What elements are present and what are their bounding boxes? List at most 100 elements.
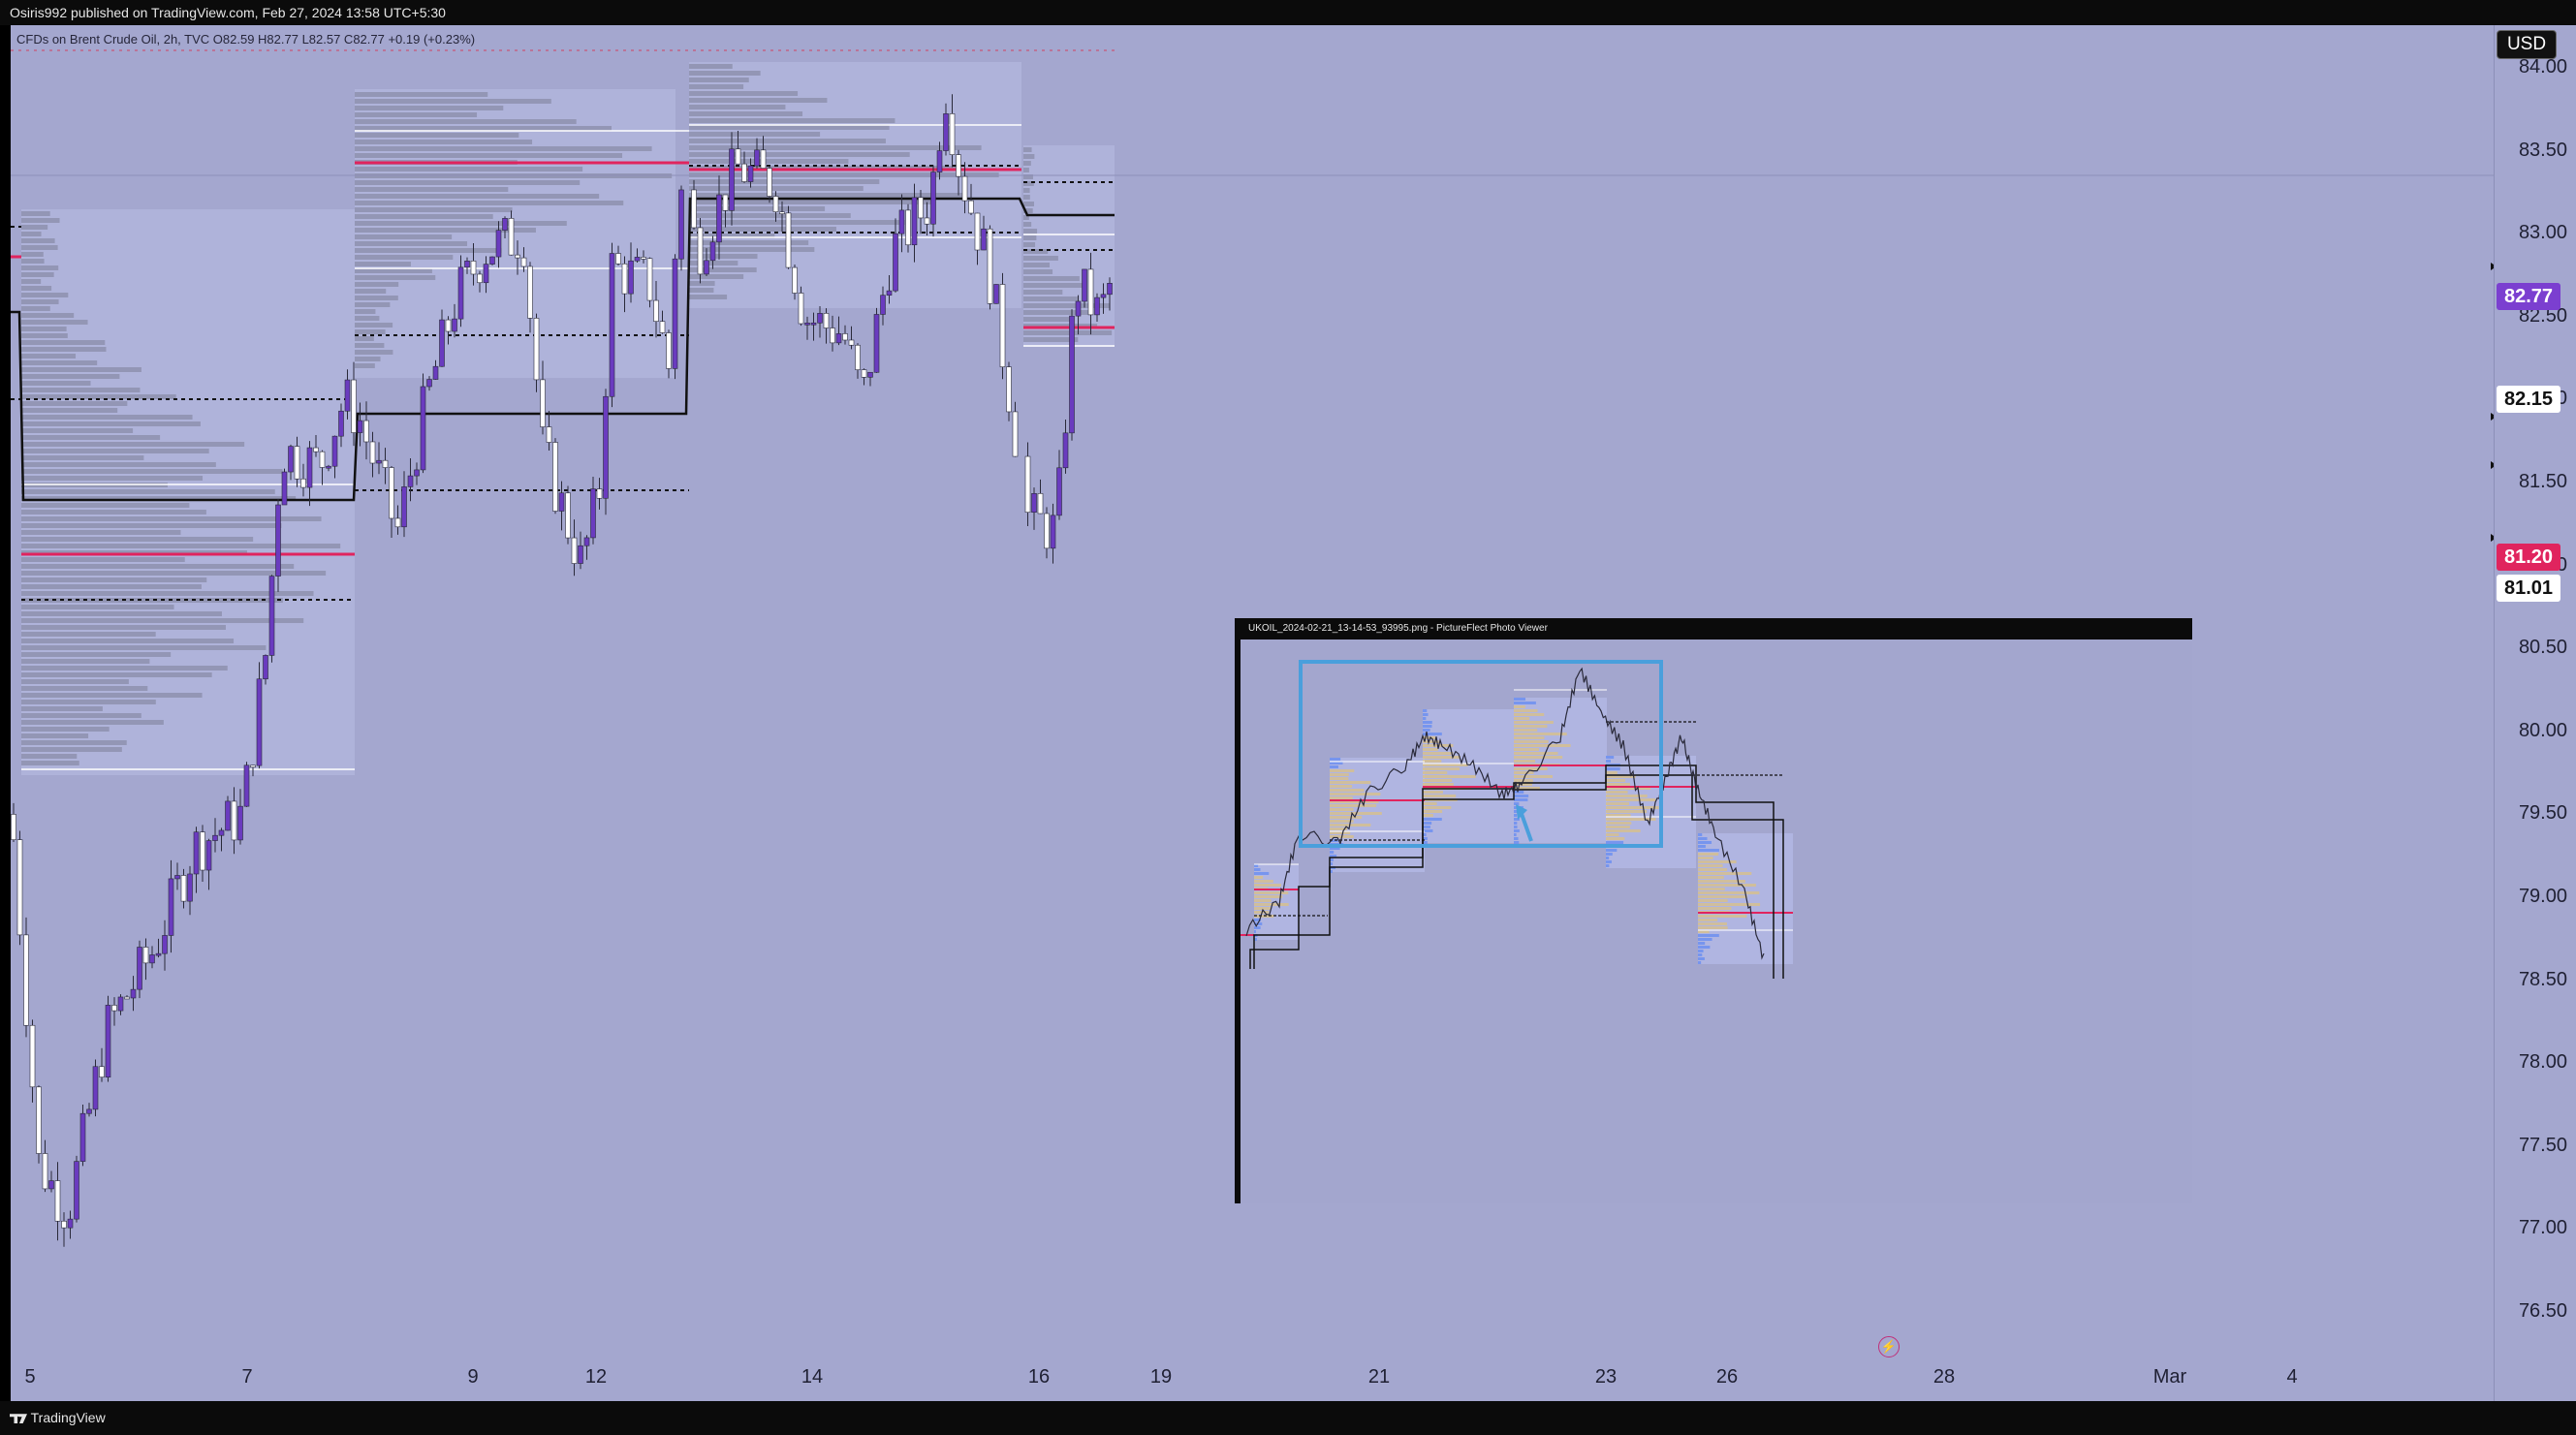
volume-profile-bar (21, 360, 98, 365)
bull-candle (414, 469, 420, 477)
viewer-price-path (1245, 667, 1765, 960)
viewer-profile-bar (1606, 760, 1611, 763)
volume-profile-bar (21, 652, 172, 657)
bear-candle (1006, 366, 1012, 413)
volume-profile-bar (21, 632, 156, 637)
bull-candle (489, 256, 495, 265)
bull-candle (817, 313, 823, 324)
viewer-profile-bar (1423, 760, 1442, 763)
photo-viewer-window[interactable]: UKOIL_2024-02-21_13-14-53_93995.png - Pi… (1235, 618, 2192, 1203)
viewer-profile-bar (1514, 702, 1536, 704)
viewer-profile-bar (1514, 760, 1536, 763)
time-label: 16 (1027, 1366, 1051, 1388)
volume-profile-bar (355, 282, 399, 287)
viewer-profile-bar (1514, 752, 1558, 755)
price-axis[interactable]: 84.0083.5083.0082.5082.0081.5081.0080.50… (2494, 25, 2576, 1401)
bull-candle (225, 800, 231, 831)
viewer-profile-bar (1698, 864, 1723, 867)
volume-profile-bar (355, 119, 577, 124)
viewer-profile-bar (1330, 855, 1337, 858)
volume-profile-bar (21, 320, 88, 325)
volume-profile-bar (21, 327, 67, 331)
volume-profile-bar (355, 316, 380, 321)
viewer-profile-bar (1514, 783, 1532, 786)
volume-profile-bar (355, 146, 652, 151)
bull-candle (79, 1112, 86, 1162)
volume-profile-bar (1023, 168, 1029, 172)
viewer-profile-bar (1606, 775, 1636, 778)
viewer-profile-bar (1423, 756, 1461, 759)
viewer-profile-bar (1254, 919, 1261, 921)
volume-profile-bar (1023, 242, 1036, 247)
volume-profile-bar (21, 564, 295, 569)
viewer-profile-bar (1330, 862, 1334, 865)
bull-candle (678, 189, 684, 260)
price-tick: 79.50 (2518, 802, 2567, 825)
volume-profile-bar (21, 659, 150, 664)
currency-button[interactable]: USD (2497, 30, 2557, 59)
bear-candle (735, 148, 741, 165)
bear-candle (646, 258, 653, 301)
bull-candle (716, 194, 722, 243)
time-label: 28 (1932, 1366, 1956, 1388)
volume-profile-bar (355, 363, 375, 368)
viewer-profile-bar (1330, 785, 1353, 788)
price-tick: 77.00 (2518, 1217, 2567, 1239)
bull-candle (420, 386, 426, 471)
volume-profile-bar (689, 64, 733, 69)
viewer-profile-bar (1698, 872, 1752, 875)
bull-candle (930, 172, 936, 225)
viewer-profile-bar (1330, 812, 1382, 815)
bear-candle (956, 154, 961, 177)
viewer-profile-bar (1423, 771, 1448, 774)
viewer-arrow-head-icon (1516, 804, 1527, 820)
bear-candle (653, 299, 659, 322)
bear-candle (142, 947, 149, 964)
volume-profile-bar (1023, 202, 1034, 206)
viewer-profile-bar (1423, 764, 1468, 766)
volume-profile-bar (21, 238, 55, 243)
volume-profile-bar (21, 408, 118, 413)
lightning-icon[interactable]: ⚡ (1878, 1336, 1900, 1357)
bull-candle (634, 257, 641, 262)
price-tick: 83.50 (2518, 139, 2567, 161)
viewer-profile-bar (1254, 926, 1261, 929)
viewer-profile-bar (1698, 907, 1732, 910)
price-chart[interactable] (11, 25, 2494, 1401)
price-tick: 80.00 (2518, 719, 2567, 741)
volume-profile-bar (355, 262, 411, 266)
viewer-profile-bar (1606, 779, 1626, 782)
viewer-profile-bar (1606, 791, 1628, 794)
volume-profile-bar (21, 523, 282, 528)
volume-profile-bar (1023, 310, 1092, 315)
time-axis[interactable]: 5 7 9 12 14 16 19 21 23 26 28 Mar 4 (11, 1362, 2494, 1401)
viewer-profile-bar (1330, 804, 1377, 807)
bull-candle (243, 764, 250, 807)
viewer-titlebar[interactable]: UKOIL_2024-02-21_13-14-53_93995.png - Pi… (1241, 618, 2192, 640)
volume-profile-bar (689, 78, 749, 82)
bull-candle (754, 149, 760, 167)
axis-marker-icon (2491, 413, 2494, 421)
volume-profile-bar (1023, 154, 1035, 159)
volume-profile-bar (1023, 317, 1070, 322)
bear-candle (798, 293, 804, 325)
time-label: 23 (1594, 1366, 1618, 1388)
viewer-step-line (1253, 774, 1784, 979)
volume-profile-bar (21, 686, 148, 691)
viewer-profile-bar (1606, 818, 1656, 821)
viewer-profile-bar (1514, 802, 1520, 805)
bull-candle (1107, 283, 1113, 296)
bull-candle (981, 228, 987, 251)
bull-candle (193, 831, 200, 875)
volume-profile-bar (21, 733, 89, 738)
bull-candle (1069, 315, 1075, 434)
volume-profile-bar (689, 139, 886, 143)
volume-profile-bar (355, 228, 536, 233)
viewer-profile-bar (1698, 934, 1719, 937)
volume-profile-bar (689, 247, 815, 252)
viewer-profile-bar (1423, 717, 1427, 720)
bull-candle (603, 395, 609, 499)
viewer-profile-bar (1514, 717, 1530, 720)
bear-candle (615, 253, 621, 265)
bear-candle (779, 211, 785, 214)
